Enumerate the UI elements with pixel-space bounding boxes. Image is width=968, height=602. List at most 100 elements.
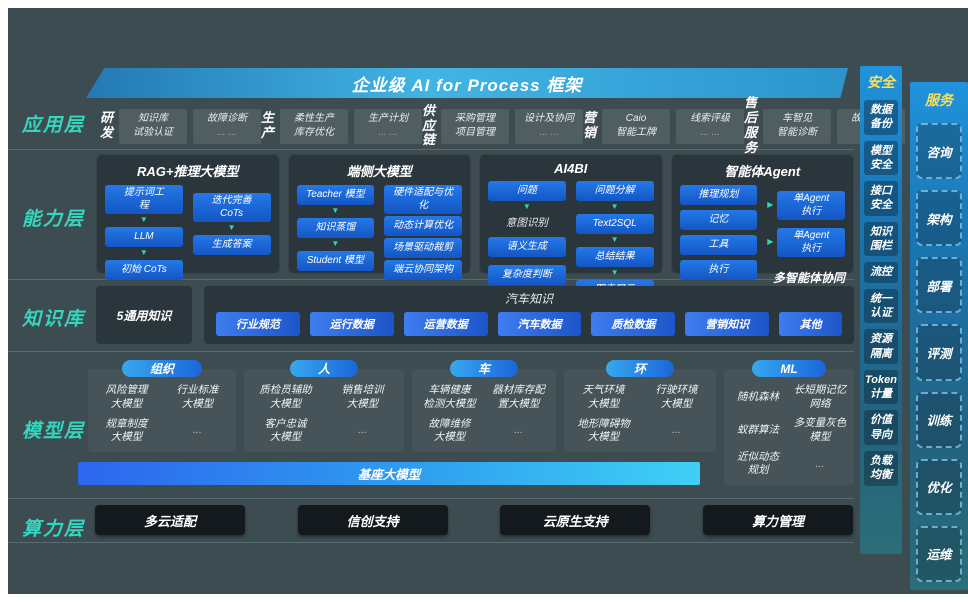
band-divider: [8, 149, 854, 150]
model-group-pill: 车: [449, 360, 518, 377]
model-group-pill: 人: [289, 360, 358, 377]
arrow-down-icon: ▼: [610, 202, 619, 211]
model-group-pill: ML: [752, 360, 826, 377]
model-group-pill: 环: [605, 360, 674, 377]
framework-diagram: 应用层 能力层 知识库 模型层 算力层 企业级 AI for Process 框…: [8, 8, 968, 594]
arrow-down-icon: ▼: [522, 202, 531, 211]
flow-node: 迭代完善 CoTs: [192, 193, 271, 222]
model-item: 质检员辅助 大模型: [259, 384, 312, 410]
general-knowledge-box: 5通用知识: [96, 286, 192, 344]
capability-box-agent: 智能体Agent 推理规划 记忆 工具 执行 ▶ 单Agent 执行 ▶ 单Ag…: [670, 154, 854, 285]
model-item: 长短期记忆 网络: [793, 384, 847, 410]
arrow-down-icon: ▼: [139, 248, 148, 257]
knowledge-chip: 汽车数据: [497, 312, 582, 336]
model-group-vehicle: 车 车辆健康 检测大模型 器材库存配 置大模型 故障维修 大模型 ...: [412, 360, 556, 452]
model-item: 天气环境 大模型: [582, 384, 625, 410]
capability-box-edge-model: 端侧大模型 Teacher 模型 ▼ 知识蒸馏 ▼ Student 模型 硬件适…: [287, 154, 471, 280]
flow-node: 推理规划: [679, 185, 758, 205]
app-item: Caio: [625, 112, 647, 124]
knowledge-chip: 行业规范: [216, 312, 300, 336]
arrow-down-icon: ▼: [610, 235, 619, 244]
base-model-banner: 基座大模型: [78, 462, 700, 485]
model-item: 风险管理 大模型: [105, 384, 148, 410]
compute-item: 云原生支持: [500, 505, 651, 535]
layer-label-capability: 能力层: [22, 209, 86, 230]
model-item: 行驶环境 大模型: [655, 384, 698, 410]
multi-agent-caption: 多智能体协同: [772, 271, 845, 285]
app-item-box: 设计及协同 ... ...: [515, 108, 584, 144]
app-item: 车智见: [782, 112, 813, 124]
security-item: 负载 均衡: [864, 451, 898, 486]
service-item: 运维: [916, 525, 962, 582]
compute-item: 多云适配: [95, 505, 245, 535]
title-banner: 企业级 AI for Process 框架: [86, 68, 848, 98]
capability-box-title: 端侧大模型: [346, 164, 412, 179]
arrow-right-icon: ▶: [767, 200, 774, 209]
capability-box-title: AI4BI: [554, 161, 588, 176]
app-item-more: ... ...: [217, 127, 237, 138]
flow-node: 复杂度判断: [488, 265, 566, 285]
app-group-name: 供应 链: [422, 102, 436, 148]
app-item: 生产计划: [368, 112, 409, 124]
model-item: 器材库存配 置大模型: [492, 384, 545, 410]
compute-layer-row: 多云适配 信创支持 云原生支持 算力管理: [95, 505, 853, 535]
arrow-down-icon: ▼: [610, 268, 619, 277]
service-item: 部署: [916, 257, 962, 314]
flow-node: 语义生成: [488, 237, 566, 257]
security-item: 接口 安全: [864, 181, 898, 216]
app-item-more: ... ...: [539, 127, 559, 138]
flow-node: 问题分解: [575, 181, 654, 201]
app-item: 采购管理: [455, 112, 496, 124]
application-layer-row: 研发 知识库 试验认证 故障诊断 ... ... 生产 柔性生产 库存优化 生产…: [100, 95, 906, 155]
model-item: 行业标准 大模型: [176, 384, 219, 410]
flow-node: Text2SQL: [575, 214, 654, 234]
layer-label-model: 模型层: [22, 421, 86, 442]
security-item: 统一 认证: [864, 288, 898, 324]
flow-node: 单Agent 执行: [777, 228, 845, 257]
flow-node: 场景驱动裁剪: [384, 238, 462, 258]
security-item: Token 计量: [864, 369, 898, 405]
flow-node: 执行: [679, 260, 758, 280]
capability-box-title: RAG+推理大模型: [137, 164, 239, 179]
model-item: 蚁群算法: [737, 424, 779, 437]
flow-node: 问题: [488, 181, 566, 201]
model-item: 销售培训 大模型: [341, 384, 384, 410]
band-divider: [8, 498, 854, 499]
model-item-more: ...: [672, 424, 681, 437]
app-item-box: 采购管理 项目管理: [441, 108, 510, 144]
security-item: 价值 导向: [864, 410, 898, 446]
arrow-down-icon: ▼: [331, 239, 340, 248]
app-item-more: ... ...: [378, 127, 398, 138]
model-item-more: ...: [514, 424, 523, 437]
compute-item: 信创支持: [297, 505, 448, 535]
security-item: 知识 围栏: [864, 221, 898, 257]
app-group-supplychain: 供应 链 采购管理 项目管理 设计及协同 ... ...: [422, 102, 584, 149]
security-header: 安全: [867, 74, 895, 90]
model-item: 近似动态 规划: [737, 450, 779, 477]
security-item: 数据 备份: [864, 100, 898, 135]
knowledge-chip: 运营数据: [403, 312, 488, 336]
security-bar: 安全 数据 备份 模型 安全 接口 安全 知识 围栏 流控 统一 认证 资源 隔…: [860, 66, 902, 554]
app-item-box: 生产计划 ... ...: [354, 108, 423, 144]
app-group-rd: 研发 知识库 试验认证 故障诊断 ... ...: [100, 108, 262, 144]
flow-node: 初始 CoTs: [105, 260, 183, 280]
app-group-name: 营销: [583, 110, 597, 140]
app-item: 柔性生产: [294, 112, 335, 124]
app-group-name: 生产: [261, 110, 275, 140]
model-group-pill: 组织: [121, 360, 202, 377]
app-group-marketing: 营销 Caio 智能工牌 线索评级 ... ...: [583, 108, 745, 144]
auto-knowledge-title: 汽车知识: [504, 292, 553, 306]
capability-box-ai4bi: AI4BI 问题 ▼ 意图识别 语义生成 复杂度判断 问题分解 ▼ Text2S…: [479, 154, 663, 300]
service-item: 架构: [916, 190, 962, 247]
model-group-environment: 环 天气环境 大模型 行驶环境 大模型 地形障碍物 大模型 ...: [564, 360, 716, 452]
app-item: 知识库: [138, 112, 169, 124]
flow-node: 硬件适配与优 化: [384, 185, 462, 214]
app-item: 试验认证: [133, 127, 174, 138]
flow-node: 单Agent 执行: [777, 191, 845, 220]
flow-node: 总结结果: [575, 247, 654, 267]
app-item-box: 知识库 试验认证: [119, 108, 188, 144]
service-bar: 服务 咨询 架构 部署 评测 训练 优化 运维: [910, 82, 968, 590]
band-divider: [8, 351, 854, 352]
service-item: 优化: [916, 458, 962, 515]
flow-node: Student 模型: [296, 251, 375, 271]
